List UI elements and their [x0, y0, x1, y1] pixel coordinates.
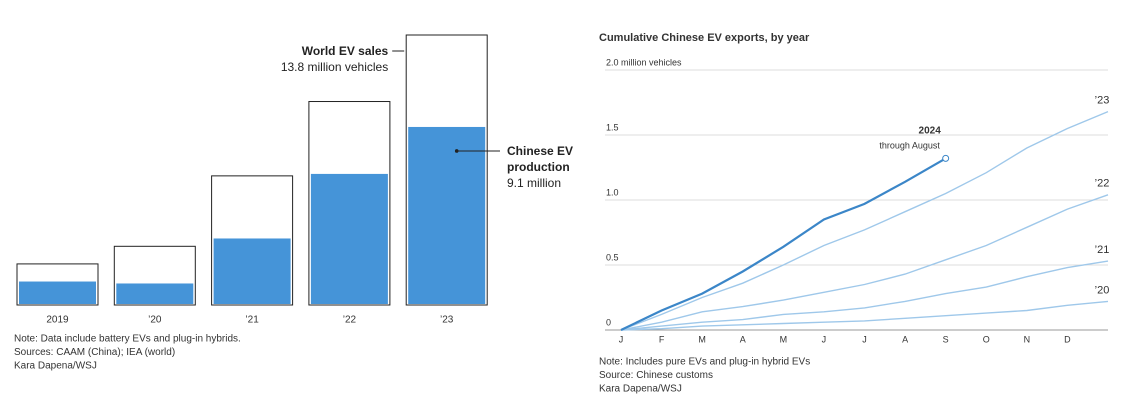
world-bar [308, 101, 391, 306]
note: Source: Chinese customs [599, 370, 713, 381]
y-tick-label: 1.5 [606, 122, 619, 132]
x-tick-label: 2019 [46, 315, 69, 326]
x-tick-label: ’21 [245, 315, 259, 326]
note: Sources: CAAM (China); IEA (world) [14, 347, 175, 358]
x-tick-label: ’22 [343, 315, 357, 326]
note: Note: Includes pure EVs and plug-in hybr… [599, 357, 810, 368]
chart-title: Cumulative Chinese EV exports, by year [599, 32, 810, 44]
series-label: ’23 [1095, 95, 1110, 107]
series-label: 9.1 million [507, 175, 562, 190]
world-bar [16, 263, 99, 306]
x-tick-label: O [983, 334, 990, 344]
series-label: ’22 [1095, 178, 1110, 190]
china-bar [19, 281, 96, 304]
world-bar [211, 175, 294, 306]
x-tick-label: D [1064, 334, 1071, 344]
series-label: ’20 [1095, 284, 1110, 296]
series-label: ’21 [1095, 244, 1110, 256]
x-tick-label: J [862, 334, 867, 344]
series-line [620, 110, 1109, 331]
x-tick-label: M [780, 334, 788, 344]
world-bar [405, 34, 488, 306]
end-marker [942, 154, 950, 162]
y-tick-label: 0.5 [606, 252, 619, 262]
china-bar [213, 238, 291, 304]
china-bar [310, 173, 388, 304]
note: Note: Data include battery EVs and plug-… [14, 334, 241, 345]
note: Kara Dapena/WSJ [14, 361, 97, 372]
series-name: World EV sales [301, 44, 389, 58]
series-label: 13.8 million vehicles [280, 60, 389, 74]
x-tick-label: F [659, 334, 665, 344]
x-tick-label: ’23 [440, 315, 454, 326]
series-line [620, 194, 1109, 331]
series-name: Chinese EV production [507, 143, 574, 174]
china-bar [116, 283, 194, 304]
x-tick-label: A [902, 334, 908, 344]
y-tick-label: 1.0 [606, 187, 619, 197]
x-tick-label: A [740, 334, 746, 344]
x-tick-label: J [619, 334, 624, 344]
x-tick-label: ’20 [148, 315, 162, 326]
x-tick-label: M [698, 334, 706, 344]
x-tick-label: J [822, 334, 827, 344]
y-tick-label: 0 [606, 317, 611, 327]
note: Kara Dapena/WSJ [599, 384, 682, 395]
series-line [620, 260, 1109, 331]
series-label: 2024 [919, 126, 942, 137]
series-line [620, 300, 1109, 331]
x-tick-label: N [1024, 334, 1031, 344]
world-bar [113, 245, 196, 306]
series-note: through August [879, 140, 940, 150]
series-line [620, 157, 947, 331]
x-tick-label: S [943, 334, 949, 344]
china-bar [408, 126, 486, 305]
y-tick-label: 2.0 million vehicles [606, 57, 682, 67]
